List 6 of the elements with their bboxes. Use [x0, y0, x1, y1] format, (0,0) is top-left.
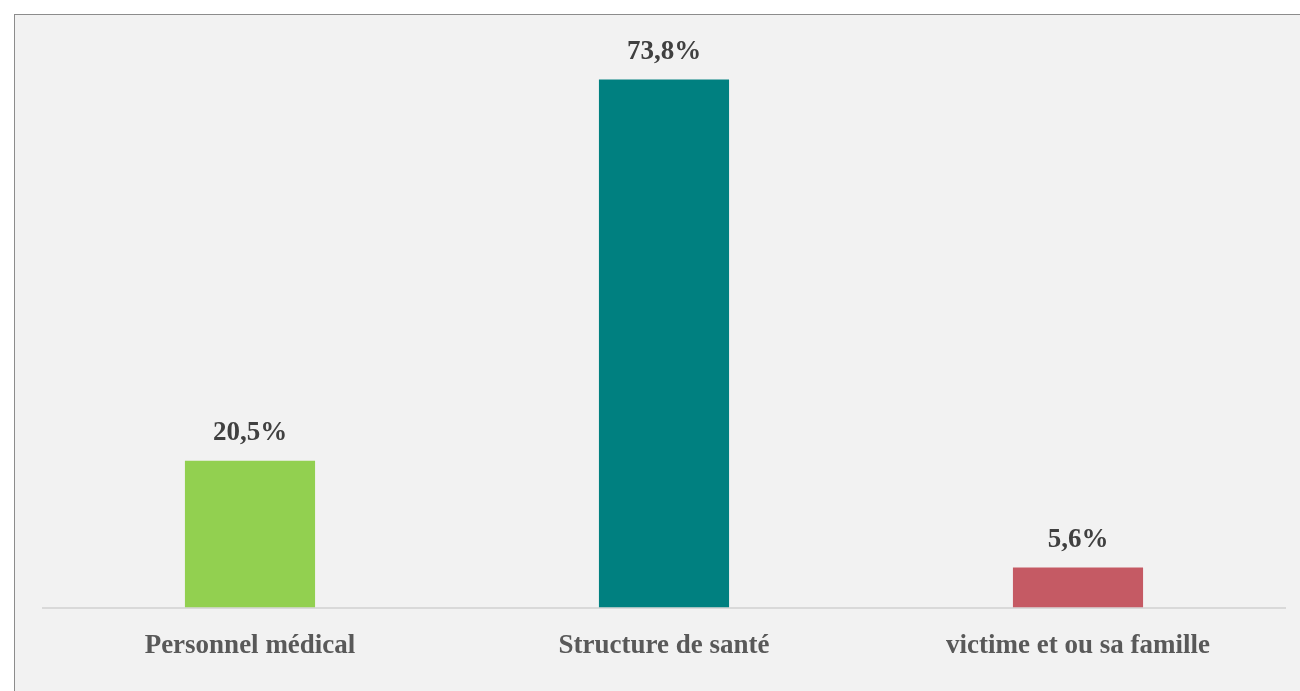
x-tick-label: Structure de santé — [558, 628, 770, 659]
data-label: 73,8% — [626, 34, 702, 65]
data-label: 20,5% — [212, 416, 288, 447]
x-tick-label: Personnel médical — [144, 628, 356, 659]
x-tick-label: victime et ou sa famille — [946, 628, 1210, 659]
data-label: 5,6% — [1047, 522, 1109, 553]
